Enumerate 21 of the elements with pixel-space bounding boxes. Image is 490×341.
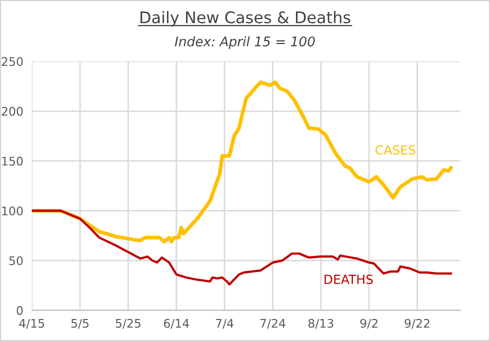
x-tick-label: 7/4: [216, 319, 234, 329]
y-tick-label: 200: [2, 106, 23, 116]
x-tick-label: 7/24: [260, 318, 286, 329]
series-label: CASES: [376, 145, 416, 155]
y-tick-label: 250: [2, 57, 23, 66]
x-tick-label: 9/2: [360, 318, 378, 329]
y-tick-label: 150: [2, 156, 23, 166]
x-tick-label: 6/14: [164, 318, 189, 329]
line-series: [32, 210, 452, 286]
x-tick-label: 5/5: [71, 319, 88, 329]
chart-subtitle: Index: April 15 = 100: [174, 36, 315, 50]
x-tick-label: 8/13: [308, 318, 334, 329]
y-tick-label: 100: [2, 206, 23, 216]
y-tick-label: 0: [16, 306, 23, 315]
x-tick-label: 4/15: [19, 319, 44, 329]
chart-title: Daily New Cases & Deaths: [140, 11, 350, 26]
x-tick-label: 9/22: [404, 318, 430, 329]
x-tick-label: 5/25: [116, 318, 140, 329]
y-tick-label: 50: [9, 256, 23, 266]
series-label: DEATHS: [324, 274, 373, 284]
line-series: [32, 80, 453, 244]
